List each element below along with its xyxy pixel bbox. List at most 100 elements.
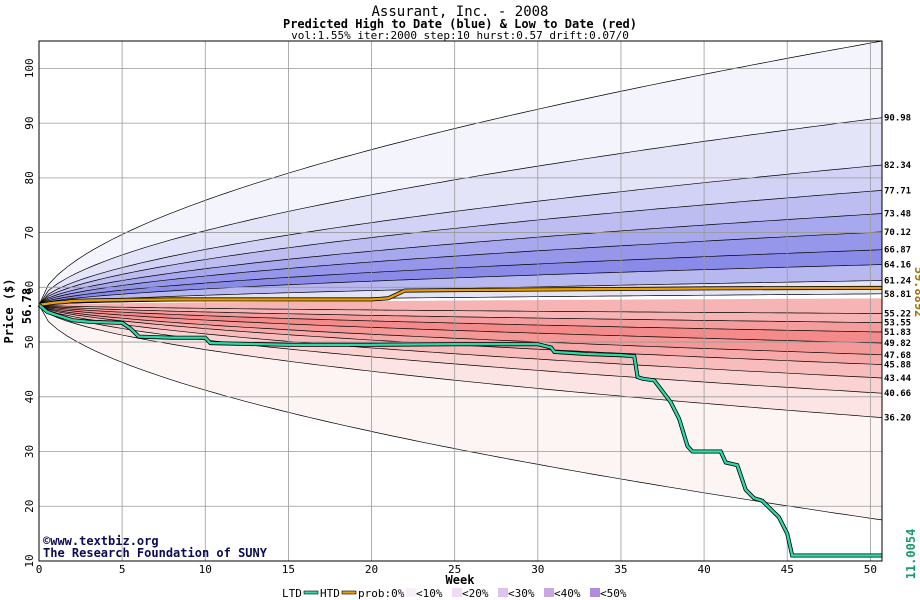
chart-subtitle: Predicted High to Date (blue) & Low to D…: [283, 17, 637, 31]
band-end-label: 45.88: [884, 361, 911, 371]
band-end-label: 51.83: [884, 328, 911, 338]
x-tick-label: 50: [864, 563, 877, 576]
upper-band-area: [39, 231, 882, 305]
probability-bands: [39, 41, 882, 520]
band-boundary-line: [38, 304, 883, 521]
x-tick-label: 5: [119, 563, 126, 576]
x-tick-label: 35: [614, 563, 627, 576]
band-boundary-line: [38, 213, 883, 306]
legend-band-swatch: [406, 588, 416, 597]
simulation-params: vol:1.55% iter:2000 step:10 hurst:0.57 d…: [291, 29, 629, 42]
band-end-label: 82.34: [884, 161, 912, 171]
band-end-label: 70.12: [884, 228, 911, 238]
band-boundary-line: [38, 304, 883, 314]
band-boundary-line: [38, 40, 883, 306]
x-tick-label: 0: [36, 563, 43, 576]
htd-end-value-label: 59.8892: [912, 267, 920, 318]
lower-band-area: [39, 304, 882, 378]
y-tick-label: 90: [23, 116, 36, 129]
band-end-label: 47.68: [884, 351, 911, 361]
lower-band-area: [39, 304, 882, 365]
band-end-label: 49.82: [884, 339, 911, 349]
y-tick-label: 20: [23, 500, 36, 513]
lower-band-area: [39, 304, 882, 343]
upper-band-area: [39, 264, 882, 305]
upper-band-area: [39, 41, 882, 305]
legend-band-swatch: [498, 588, 508, 597]
lower-band-area: [39, 304, 882, 323]
lower-band-area: [39, 298, 882, 314]
band-boundary-line: [38, 304, 883, 379]
legend-band-label: <50%: [600, 587, 627, 600]
legend-band-label: <30%: [508, 587, 535, 600]
band-end-label: 77.71: [884, 186, 911, 196]
y-tick-label: 70: [23, 226, 36, 239]
x-tick-label: 15: [282, 563, 295, 576]
band-end-label: 36.20: [884, 414, 911, 424]
y-tick-label: 80: [23, 171, 36, 184]
y-axis-ticks: 10 20 30 40 50 60 70 80 90 100: [23, 58, 36, 567]
band-boundary-line: [38, 249, 883, 306]
band-end-label: 58.81: [884, 290, 911, 300]
legend-band-label: <20%: [462, 587, 489, 600]
x-tick-label: 10: [199, 563, 212, 576]
legend-band-label: <10%: [416, 587, 443, 600]
start-value-label: 56.78: [20, 288, 34, 324]
copyright-icon: ©: [43, 534, 51, 548]
upper-band-area: [39, 287, 882, 305]
band-end-label: 40.66: [884, 389, 911, 399]
band-boundary-line: [38, 304, 883, 333]
upper-band-area: [39, 249, 882, 305]
band-boundary-lines: [38, 40, 883, 521]
x-tick-label: 25: [448, 563, 461, 576]
series-lines: [37, 285, 883, 558]
legend-band-swatch: [544, 588, 554, 597]
y-tick-label: 60: [23, 281, 36, 294]
x-tick-label: 20: [365, 563, 378, 576]
y-tick-label: 10: [23, 554, 36, 567]
band-end-label: 53.55: [884, 319, 911, 329]
upper-band-area: [39, 117, 882, 305]
x-tick-label: 30: [531, 563, 544, 576]
band-end-label: 61.24: [884, 277, 912, 287]
ltd-end-value-label: 11.0054: [904, 529, 918, 580]
plot-area: [37, 40, 883, 562]
y-tick-label: 100: [23, 58, 36, 78]
band-boundary-line: [38, 190, 883, 306]
x-axis-label: Week: [446, 573, 476, 587]
y-tick-label: 30: [23, 445, 36, 458]
band-boundary-line: [38, 164, 883, 306]
legend-htd-label: HTD: [320, 587, 340, 600]
legend-ltd-swatch: [303, 590, 319, 595]
band-end-label: 43.44: [884, 374, 912, 384]
legend-htd-swatch: [341, 590, 357, 595]
chart-title: Assurant, Inc. - 2008: [371, 4, 548, 20]
band-end-label: 64.16: [884, 261, 911, 271]
legend-band-swatch: [590, 588, 600, 597]
band-end-label: 73.48: [884, 210, 911, 220]
x-tick-label: 40: [697, 563, 710, 576]
y-axis-label: Price ($): [2, 278, 16, 343]
band-end-label: 66.87: [884, 246, 911, 256]
band-boundary-line: [38, 264, 883, 306]
lower-band-area: [39, 304, 882, 332]
band-end-label: 55.22: [884, 309, 911, 319]
x-axis-ticks: 0 5 10 15 20 25 30 35 40 45 50: [36, 563, 877, 576]
credit-org: The Research Foundation of SUNY: [43, 546, 268, 560]
plot-frame: [38, 40, 883, 562]
band-end-labels: 90.98 82.34 77.71 73.48 70.12 66.87 64.16 61.24…: [884, 114, 912, 424]
legend-band-label: <40%: [554, 587, 581, 600]
y-tick-label: 50: [23, 335, 36, 348]
band-boundary-line: [38, 304, 883, 356]
upper-band-area: [39, 190, 882, 305]
legend: LTD HTD prob:0% <10% <20% <30% <40% <50%: [282, 587, 627, 600]
y-tick-label: 40: [23, 390, 36, 403]
band-boundary-line: [38, 304, 883, 344]
band-end-label: 90.98: [884, 114, 911, 124]
legend-ltd-label: LTD: [282, 587, 302, 600]
band-boundary-line: [38, 304, 883, 418]
lower-band-area: [39, 304, 882, 394]
credit-url: ©www.textbiz.org: [43, 534, 159, 548]
legend-prob-label: prob:0%: [358, 587, 405, 600]
